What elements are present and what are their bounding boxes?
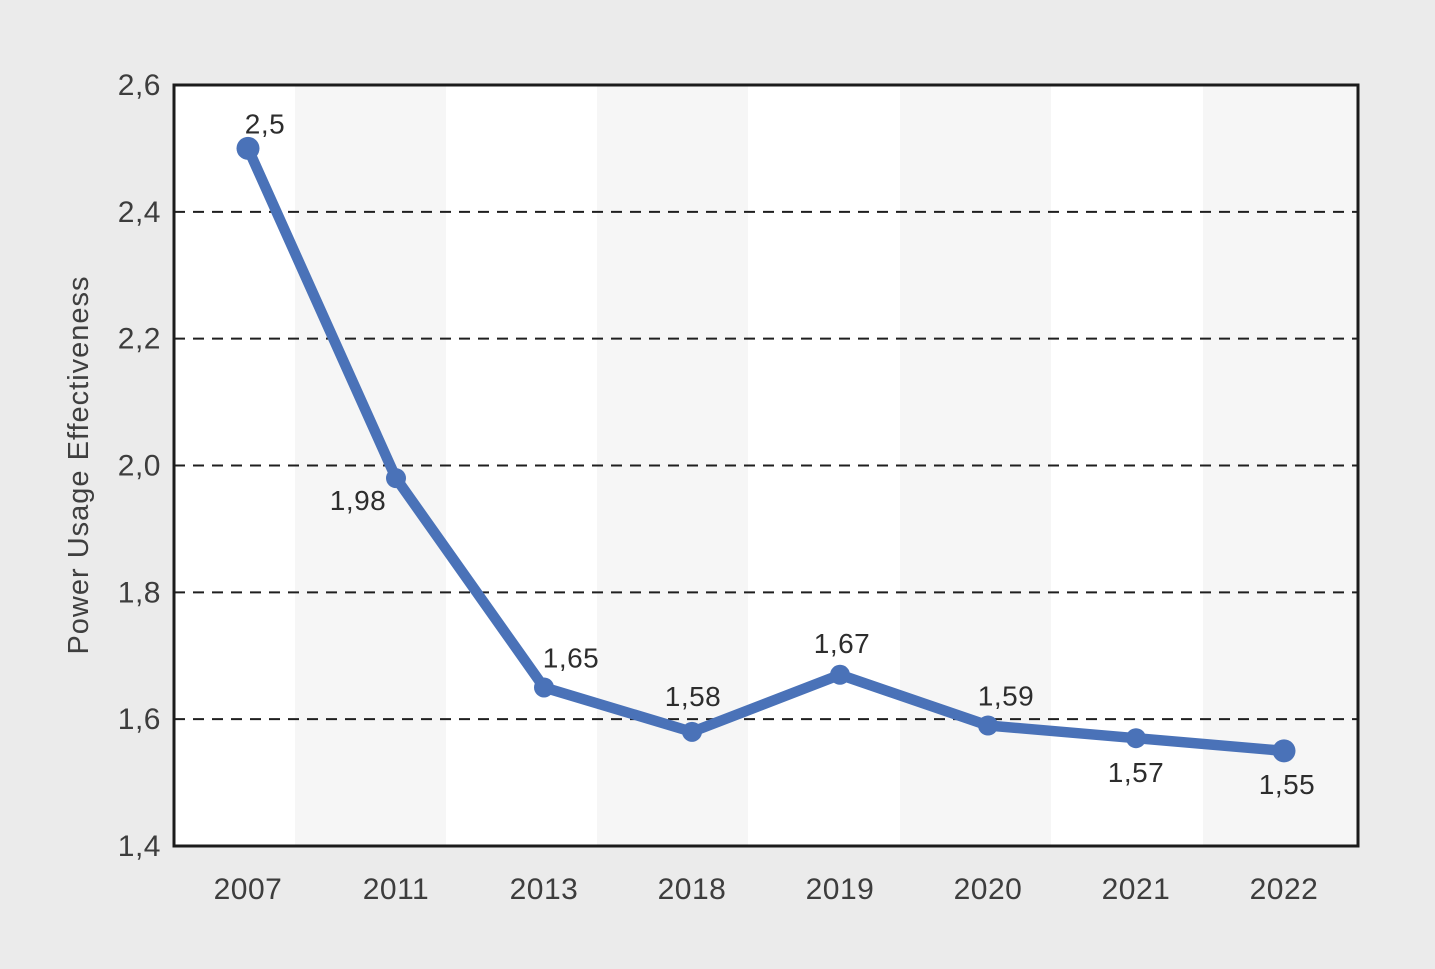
data-point-label: 1,57 (1108, 757, 1165, 788)
data-point-label: 1,59 (978, 681, 1035, 712)
plot-frame (172, 83, 1360, 848)
line-series (236, 136, 1296, 763)
series-line (242, 143, 1290, 757)
y-tick-label: 1,6 (118, 703, 161, 736)
y-axis-title: Power Usage Effectiveness (63, 275, 95, 654)
data-point-label: 1,58 (665, 681, 722, 712)
data-point-label: 1,98 (330, 485, 387, 516)
y-tick-label: 2,4 (118, 196, 161, 229)
gridlines (174, 210, 1358, 721)
data-point-label: 1,65 (543, 642, 600, 673)
x-tick-label: 2022 (1250, 873, 1319, 906)
x-tick-label: 2020 (954, 873, 1023, 906)
data-point-labels: 2,5 1,98 1,65 1,58 1,67 1,59 1,57 1,55 (245, 108, 1315, 799)
y-tick-label: 2,6 (118, 69, 161, 102)
data-point-marker (978, 715, 998, 736)
data-point-label: 2,5 (245, 108, 285, 139)
y-axis-tick-labels: 1,4 1,6 1,8 2,0 2,2 2,4 2,6 (118, 69, 161, 863)
y-tick-label: 1,4 (118, 830, 161, 863)
data-point-marker (1272, 739, 1296, 763)
y-tick-label: 2,2 (118, 323, 161, 356)
x-tick-label: 2019 (806, 873, 875, 906)
data-point-label: 1,67 (814, 628, 871, 659)
data-point-marker (534, 677, 554, 698)
x-tick-label: 2021 (1102, 873, 1171, 906)
y-tick-label: 2,0 (118, 450, 161, 483)
data-point-label: 1,55 (1259, 769, 1316, 800)
data-point-marker (386, 468, 406, 489)
y-tick-label: 1,8 (118, 576, 161, 609)
x-tick-label: 2007 (214, 873, 283, 906)
data-point-marker (830, 664, 850, 685)
x-tick-label: 2013 (510, 873, 579, 906)
data-point-marker (682, 721, 702, 742)
data-point-marker (1126, 728, 1146, 749)
data-point-marker (236, 136, 260, 160)
x-tick-label: 2011 (363, 873, 430, 906)
x-tick-label: 2018 (658, 873, 727, 906)
x-axis-tick-labels: 2007 2011 2013 2018 2019 2020 2021 2022 (214, 873, 1319, 906)
